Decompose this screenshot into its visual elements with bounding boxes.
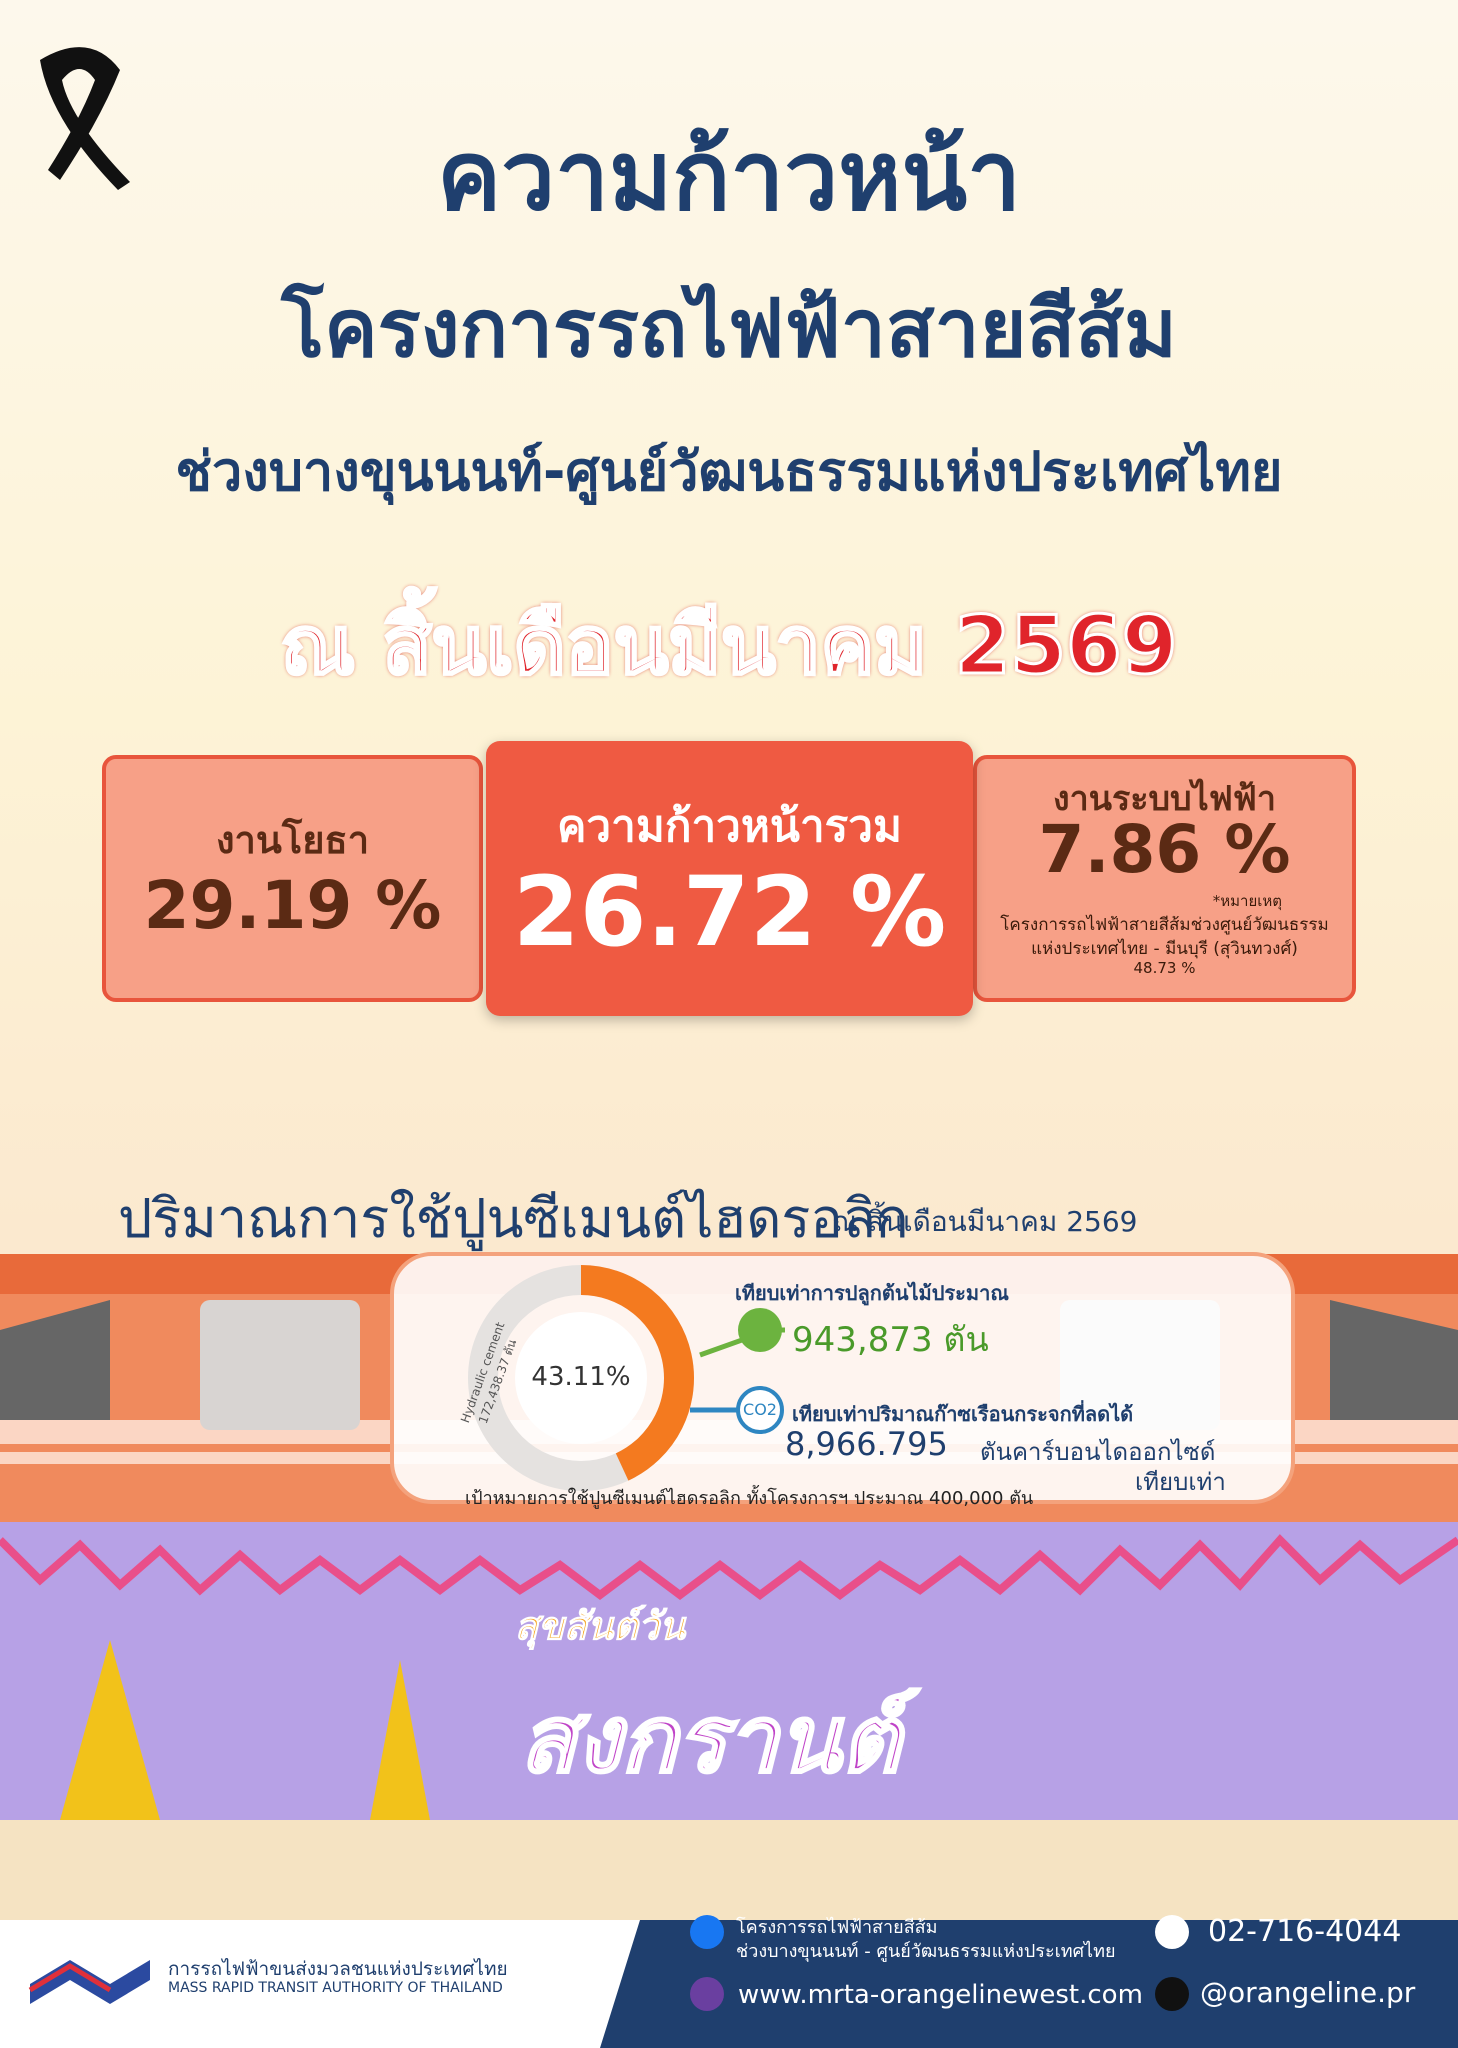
title-line1: ความก้าวหน้า — [436, 120, 1022, 232]
co2-unit: ตันคาร์บอนไดออกไซด์ — [980, 1438, 1216, 1466]
card-electrical: งานระบบไฟฟ้า 7.86 % *หมายเหตุ โครงการรถไ… — [973, 755, 1356, 1002]
cement-heading: ปริมาณการใช้ปูนซีเมนต์ไฮดรอลิก — [118, 1187, 909, 1250]
title-line2: โครงการรถไฟฟ้าสายสีส้ม — [281, 282, 1177, 375]
train-window — [1330, 1300, 1458, 1420]
card-label: งานโยธา — [215, 818, 370, 862]
org-en: MASS RAPID TRANSIT AUTHORITY OF THAILAND — [168, 1980, 503, 1996]
website: www.mrta-orangelinewest.com — [738, 1980, 1143, 2010]
train-door — [200, 1300, 360, 1430]
tree-value: 943,873 ตัน — [792, 1320, 989, 1360]
card-overall: ความก้าวหน้ารวม 26.72 % — [486, 741, 973, 1016]
pagoda — [370, 1660, 430, 1820]
tiktok-icon — [1155, 1977, 1189, 2011]
donut-arc — [580, 1265, 694, 1481]
co2-unit: เทียบเท่า — [1135, 1468, 1226, 1496]
card-value: 29.19 % — [143, 867, 442, 944]
train-window — [0, 1300, 110, 1420]
pagoda — [60, 1640, 160, 1820]
card-label: งานระบบไฟฟ้า — [1053, 779, 1276, 819]
bunting — [0, 1534, 1458, 1600]
facebook-line: โครงการรถไฟฟ้าสายสีส้ม — [736, 1917, 938, 1938]
banner-line2: สงกรานต์ — [518, 1685, 902, 1795]
facebook-line: ช่วงบางขุนนนท์ - ศูนย์วัฒนธรรมแห่งประเทศ… — [736, 1941, 1116, 1962]
footer-dark — [600, 1920, 1458, 2048]
donut-hole — [515, 1312, 647, 1444]
title-line3: ช่วงบางขุนนนท์-ศูนย์วัฒนธรรมแห่งประเทศไท… — [175, 440, 1283, 503]
donut-label: 43.11% — [531, 1362, 631, 1392]
mourning-ribbon — [40, 47, 130, 191]
web-icon — [690, 1977, 724, 2011]
card-label: ความก้าวหน้ารวม — [556, 801, 903, 852]
co2-icon — [736, 1386, 784, 1434]
co2-icon-text: CO2 — [743, 1400, 777, 1419]
card-value: 26.72 % — [512, 856, 947, 968]
mrta-logo — [28, 1963, 112, 1993]
ground — [0, 1820, 1458, 1920]
note-value: 48.73 % — [1133, 959, 1196, 977]
note-title: *หมายเหตุ — [1212, 892, 1282, 910]
tree-label: เทียบเท่าการปลูกต้นไม้ประมาณ — [735, 1281, 1009, 1305]
cement-date: ณ สิ้นเดือนมีนาคม 2569 — [832, 1205, 1138, 1238]
phone: 02-716-4044 — [1208, 1914, 1402, 1949]
target: เป้าหมายการใช้ปูนซีเมนต์ไฮดรอลิก ทั้งโคร… — [465, 1488, 1034, 1509]
card-value: 7.86 % — [1038, 811, 1291, 888]
note-line: โครงการรถไฟฟ้าสายสีส้มช่วงศูนย์วัฒนธรรม — [1000, 915, 1329, 935]
co2-label: เทียบเท่าปริมาณก๊าซเรือนกระจกที่ลดได้ — [792, 1402, 1134, 1426]
co2-value: 8,966.795 — [785, 1425, 948, 1463]
card-civil: งานโยธา 29.19 % — [102, 755, 483, 1002]
info-panel — [390, 1252, 1295, 1504]
date: ณ สิ้นเดือนมีนาคม 2569 — [279, 598, 1179, 694]
org-th: การรถไฟฟ้าขนส่งมวลชนแห่งประเทศไทย — [168, 1958, 508, 1980]
tiktok: @orangeline.pr — [1200, 1976, 1416, 2009]
tree-icon — [738, 1308, 782, 1352]
banner-line1: สุขสันต์วัน — [514, 1604, 686, 1649]
note-line: แห่งประเทศไทย - มีนบุรี (สุวินทวงศ์) — [1031, 939, 1298, 959]
phone-icon — [1155, 1915, 1189, 1949]
facebook-icon — [690, 1915, 724, 1949]
